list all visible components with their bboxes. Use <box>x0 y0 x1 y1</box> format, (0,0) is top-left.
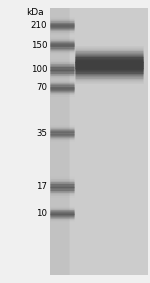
Text: kDa: kDa <box>26 8 44 18</box>
Text: 70: 70 <box>36 83 47 92</box>
Text: 150: 150 <box>31 41 47 50</box>
Text: 100: 100 <box>31 65 47 74</box>
Text: 210: 210 <box>31 21 47 30</box>
Text: 35: 35 <box>36 128 47 138</box>
Text: 10: 10 <box>36 209 47 218</box>
Text: 17: 17 <box>36 182 47 191</box>
